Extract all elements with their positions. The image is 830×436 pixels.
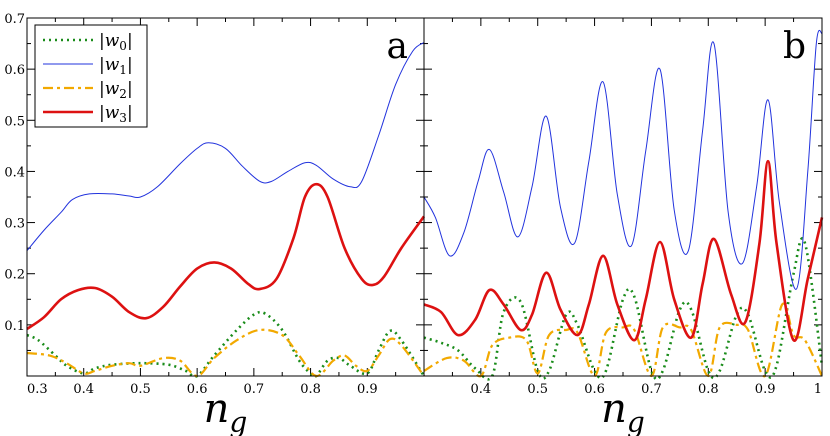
panel-b-x-tick-labels: 0.4 0.5 0.6 0.7 0.8 0.9 1 bbox=[471, 382, 822, 397]
legend-entry-label: |w2| bbox=[99, 79, 133, 101]
panel-b: b 0.4 0.5 0.6 0.7 0.8 0.9 1 ng bbox=[423, 17, 824, 436]
panel-a-series bbox=[26, 42, 426, 379]
legend-entry-label: |w3| bbox=[99, 103, 133, 125]
legend-box bbox=[34, 24, 148, 128]
x-tick-label: 0.9 bbox=[357, 382, 378, 397]
series-line-w2 bbox=[26, 328, 425, 378]
x-tick-label: 0.3 bbox=[27, 382, 48, 397]
panel-b-frame bbox=[423, 17, 823, 377]
x-tick-label: 0.6 bbox=[187, 382, 208, 397]
panel-a-y-tick-labels: 0.1 0.2 0.3 0.4 0.5 0.6 0.7 bbox=[4, 12, 25, 334]
y-tick-label: 0.1 bbox=[4, 319, 25, 334]
x-tick-label: 0.6 bbox=[584, 382, 605, 397]
legend-entry-label: |w0| bbox=[99, 31, 133, 53]
series-line-w1 bbox=[26, 42, 425, 252]
panel-a-x-axis-label: ng bbox=[204, 386, 248, 436]
y-tick-label: 0.3 bbox=[4, 217, 25, 232]
series-line-w0 bbox=[26, 310, 426, 379]
y-tick-label: 0.2 bbox=[4, 268, 25, 283]
x-tick-label: 0.5 bbox=[130, 382, 151, 397]
panel-b-series bbox=[423, 29, 824, 381]
legend-entry-label: |w1| bbox=[99, 55, 133, 77]
x-tick-label: 0.7 bbox=[244, 382, 265, 397]
panel-a: a 0.3 0.4 0.5 0.6 0.7 0.8 0.9 0.10.20.30.40.50… bbox=[4, 12, 426, 436]
x-tick-label: 0.8 bbox=[300, 382, 321, 397]
x-tick-label: 0.4 bbox=[73, 382, 94, 397]
panel-a-x-tick-labels: 0.3 0.4 0.5 0.6 0.7 0.8 0.9 bbox=[27, 382, 378, 397]
x-tick-label: 0.8 bbox=[698, 382, 719, 397]
series-line-w3 bbox=[26, 182, 426, 331]
series-line-w0 bbox=[423, 237, 824, 381]
series-line-w1 bbox=[423, 29, 823, 290]
panel-b-x-axis-label: ng bbox=[601, 386, 645, 436]
panel-b-label: b bbox=[783, 26, 806, 67]
legend: |w0||w1||w2||w3| bbox=[34, 24, 148, 128]
series-line-w3 bbox=[423, 159, 824, 342]
x-tick-label: 0.7 bbox=[641, 382, 662, 397]
x-tick-label: 0.5 bbox=[527, 382, 548, 397]
series-line-w2 bbox=[423, 302, 823, 378]
x-tick-label: 1 bbox=[814, 382, 822, 397]
y-tick-label: 0.6 bbox=[4, 63, 25, 78]
y-tick-label: 0.5 bbox=[4, 114, 25, 129]
y-tick-label: 0.4 bbox=[4, 165, 25, 180]
panel-a-label: a bbox=[387, 26, 408, 67]
x-tick-label: 0.4 bbox=[471, 382, 492, 397]
y-tick-label: 0.7 bbox=[4, 12, 25, 27]
x-tick-label: 0.9 bbox=[755, 382, 776, 397]
